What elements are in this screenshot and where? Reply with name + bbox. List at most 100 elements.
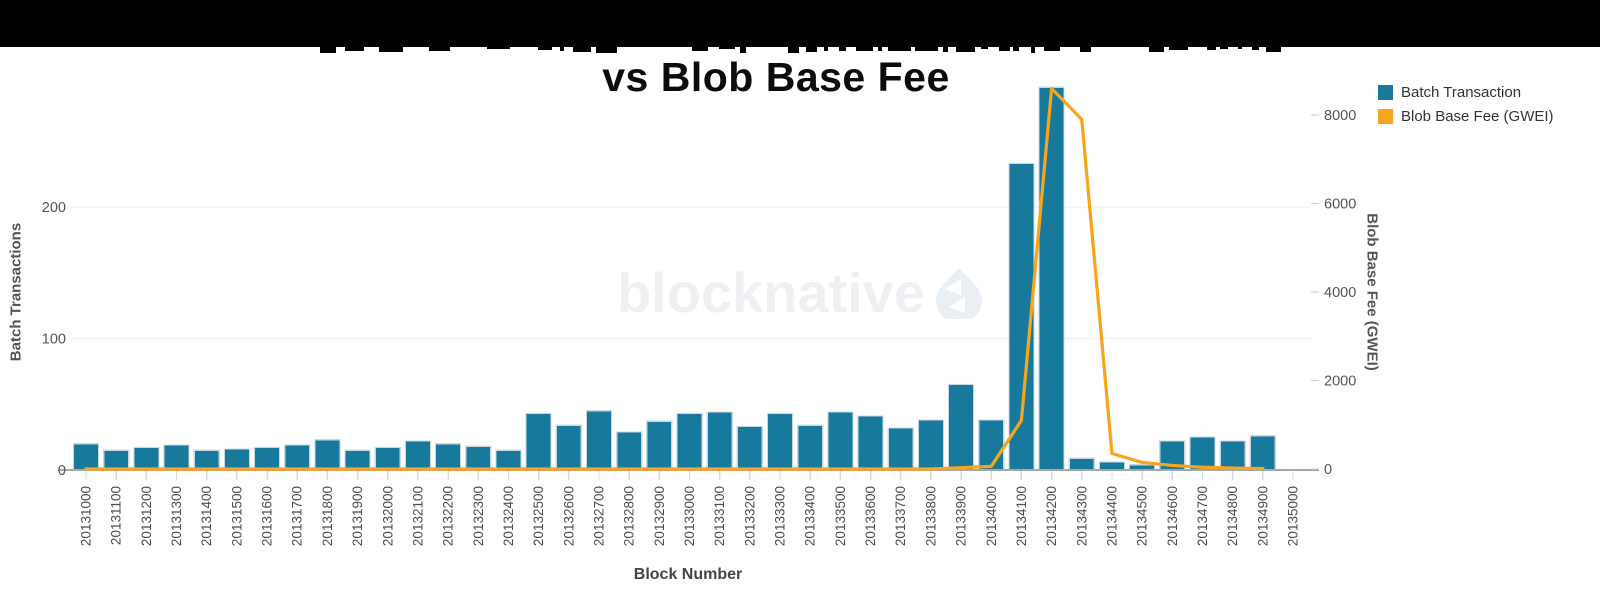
bar-20133100 [706, 411, 733, 471]
cutoff-glyph-fragment [1080, 47, 1092, 52]
bar-20131500 [223, 448, 250, 471]
cutoff-glyph-fragment [1168, 47, 1189, 50]
cutoff-glyph-fragment [572, 47, 591, 53]
right-axis-tick-label: 6000 [1324, 197, 1356, 213]
x-tick-label: 20132000 [380, 486, 395, 546]
bar-20131600 [253, 447, 281, 471]
bar-20132800 [616, 431, 643, 471]
bar-20131200 [133, 447, 160, 471]
cutoff-glyph-fragment [787, 47, 799, 53]
x-tick-label: 20134300 [1074, 486, 1089, 546]
legend: Batch Transaction Blob Base Fee (GWEI) [1378, 84, 1554, 125]
legend-label: Blob Base Fee (GWEI) [1401, 108, 1554, 125]
right-axis-tick-label: 2000 [1324, 374, 1356, 390]
right-axis-tick-label: 4000 [1324, 285, 1356, 301]
bar-20134900 [1249, 435, 1276, 471]
bar-20133500 [827, 411, 854, 471]
bar-20131700 [284, 444, 311, 471]
bar-20131800 [314, 439, 341, 471]
cutoff-glyph-fragment [718, 47, 735, 50]
left-axis-tick-label: 200 [42, 200, 66, 216]
bar-20133700 [887, 427, 914, 471]
cutoff-glyph-fragment [838, 47, 847, 52]
cutoff-glyph-fragment [1251, 47, 1260, 51]
cutoff-glyph-fragment [1265, 47, 1281, 52]
bar-20134400 [1098, 461, 1126, 471]
bar-20132600 [555, 424, 582, 471]
bar-20132300 [465, 445, 492, 471]
x-tick-label: 20132500 [531, 486, 546, 546]
bar-20134800 [1219, 440, 1246, 471]
x-tick-label: 20132600 [561, 486, 576, 546]
bar-20133900 [947, 383, 975, 471]
x-tick-label: 20134100 [1014, 486, 1029, 546]
x-tick-label: 20133800 [923, 486, 938, 546]
blob-base-fee-swatch [1378, 109, 1393, 124]
bar-20134000 [978, 419, 1005, 471]
x-tick-label: 20133000 [682, 486, 697, 546]
cutoff-glyph-fragment [691, 47, 709, 52]
x-axis-title: Block Number [633, 566, 743, 583]
bar-20132700 [585, 410, 613, 471]
bar-20133200 [736, 426, 763, 471]
bar-20132900 [646, 420, 673, 471]
cutoff-glyph-fragment [486, 47, 510, 50]
bar-20132100 [404, 440, 432, 471]
x-tick-label: 20131500 [229, 486, 244, 546]
bar-20131400 [193, 449, 220, 471]
legend-label: Batch Transaction [1401, 84, 1522, 101]
cutoff-glyph-fragment [596, 47, 617, 53]
cutoff-glyph-fragment [1013, 47, 1020, 51]
cutoff-glyph-fragment [1207, 47, 1217, 51]
left-axis-tick-label: 0 [58, 463, 66, 479]
x-tick-label: 20132700 [591, 486, 606, 546]
cutoff-glyph-fragment [981, 47, 988, 50]
bar-20132000 [374, 447, 401, 471]
x-tick-label: 20134400 [1104, 486, 1119, 546]
cutoff-glyph-fragment [344, 47, 364, 52]
x-tick-label: 20134700 [1195, 486, 1210, 546]
x-tick-label: 20134200 [1044, 486, 1059, 546]
cutoff-glyph-fragment [1219, 47, 1228, 50]
cutoff-glyph-fragment [1238, 47, 1243, 50]
cutoff-glyph-fragment [740, 47, 746, 53]
cutoff-glyph-fragment [955, 47, 976, 53]
x-tick-label: 20131600 [260, 486, 275, 546]
cutoff-glyph-fragment [538, 47, 553, 51]
x-tick-label: 20133300 [773, 486, 788, 546]
bar-20133600 [857, 415, 884, 471]
batch-transaction-swatch [1378, 85, 1393, 100]
x-tick-label: 20131900 [350, 486, 365, 546]
x-tick-label: 20134900 [1255, 486, 1270, 546]
x-tick-label: 20133500 [833, 486, 848, 546]
blob-base-fee-line [84, 86, 1265, 471]
x-tick-label: 20132100 [410, 486, 425, 546]
cutoff-glyph-fragment [856, 47, 873, 51]
x-tick-label: 20134800 [1225, 486, 1240, 546]
x-tick-label: 20131800 [320, 486, 335, 546]
bar-20133800 [917, 419, 945, 471]
bar-20134300 [1068, 457, 1095, 471]
cutoff-glyph-fragment [823, 47, 829, 51]
bar-20133300 [766, 412, 794, 471]
cutoff-glyph-fragment [429, 47, 451, 51]
x-tick-label: 20134500 [1135, 486, 1150, 546]
cutoff-glyph-fragment [915, 47, 939, 52]
bar-20131000 [72, 443, 100, 471]
right-axis-tick-label: 0 [1324, 462, 1332, 478]
x-tick-label: 20133700 [893, 486, 908, 546]
bar-20131100 [103, 449, 130, 471]
left-axis-tick-label: 100 [42, 332, 66, 348]
x-tick-label: 20131300 [169, 486, 184, 546]
cutoff-glyph-fragment [998, 47, 1010, 52]
x-tick-label: 20133100 [712, 486, 727, 546]
bar-20132400 [495, 449, 522, 471]
cutoff-glyph-fragment [877, 47, 883, 52]
x-tick-label: 20134000 [984, 486, 999, 546]
left-axis-title: Batch Transactions [7, 222, 25, 362]
bar-20131900 [344, 449, 371, 471]
bar-20133400 [797, 424, 824, 471]
cutoff-glyph-fragment [560, 47, 565, 52]
